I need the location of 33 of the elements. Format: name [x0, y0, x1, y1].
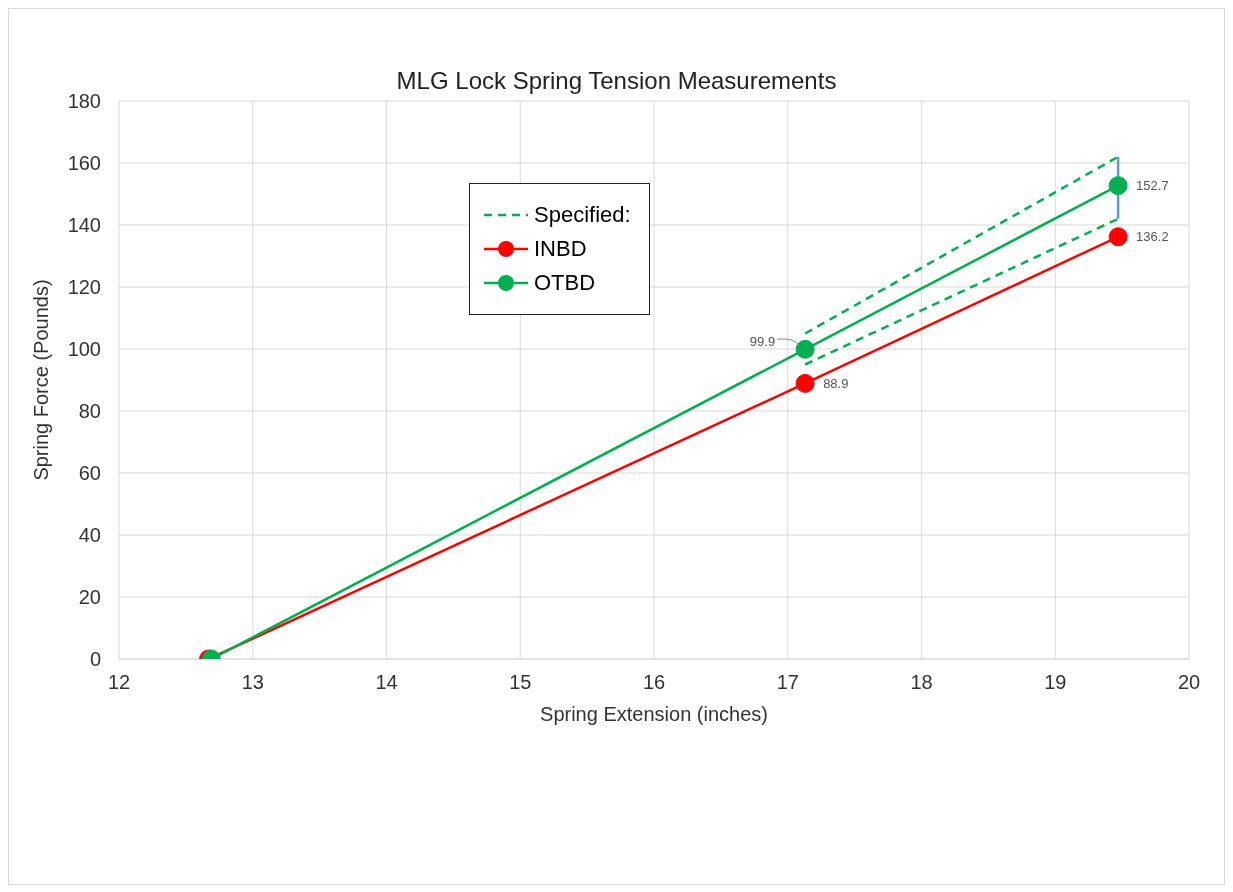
x-tick-label: 12: [107, 671, 131, 694]
y-tick-label: 140: [67, 214, 101, 237]
y-tick-label: 80: [78, 400, 101, 423]
point: [1108, 227, 1128, 247]
x-tick-label: 19: [1044, 671, 1067, 694]
data-label: 136.2: [1136, 229, 1169, 245]
y-tick-label: 180: [67, 90, 101, 113]
legend-label: OTBD: [534, 270, 596, 296]
x-tick-label: 18: [910, 671, 933, 694]
x-tick-label: 14: [375, 671, 398, 694]
y-tick-label: 120: [67, 276, 101, 299]
x-axis-title: Spring Extension (inches): [540, 703, 768, 725]
x-tick-label: 15: [509, 671, 532, 694]
y-tick-label: 160: [67, 152, 101, 175]
x-tick-label: 16: [642, 671, 666, 694]
x-tick-label: 13: [241, 671, 264, 694]
x-tick-label: 17: [776, 671, 799, 694]
data-label: 88.9: [823, 375, 849, 391]
chart-title: MLG Lock Spring Tension Measurements: [395, 67, 838, 94]
y-tick-label: 60: [78, 462, 101, 485]
y-tick-label: 0: [89, 648, 101, 671]
legend-label: INBD: [534, 236, 587, 262]
data-label: 99.9: [749, 333, 776, 349]
y-tick-label: 40: [78, 524, 101, 547]
point: [1108, 176, 1128, 196]
point: [795, 373, 815, 393]
y-axis-title: Spring Force (Pounds): [30, 279, 53, 481]
y-tick-label: 20: [78, 586, 101, 609]
legend-label: Specified:: [534, 202, 631, 228]
point: [795, 339, 815, 359]
x-tick-label: 20: [1177, 671, 1201, 694]
y-tick-label: 100: [67, 338, 101, 361]
data-label: 152.7: [1136, 178, 1169, 194]
